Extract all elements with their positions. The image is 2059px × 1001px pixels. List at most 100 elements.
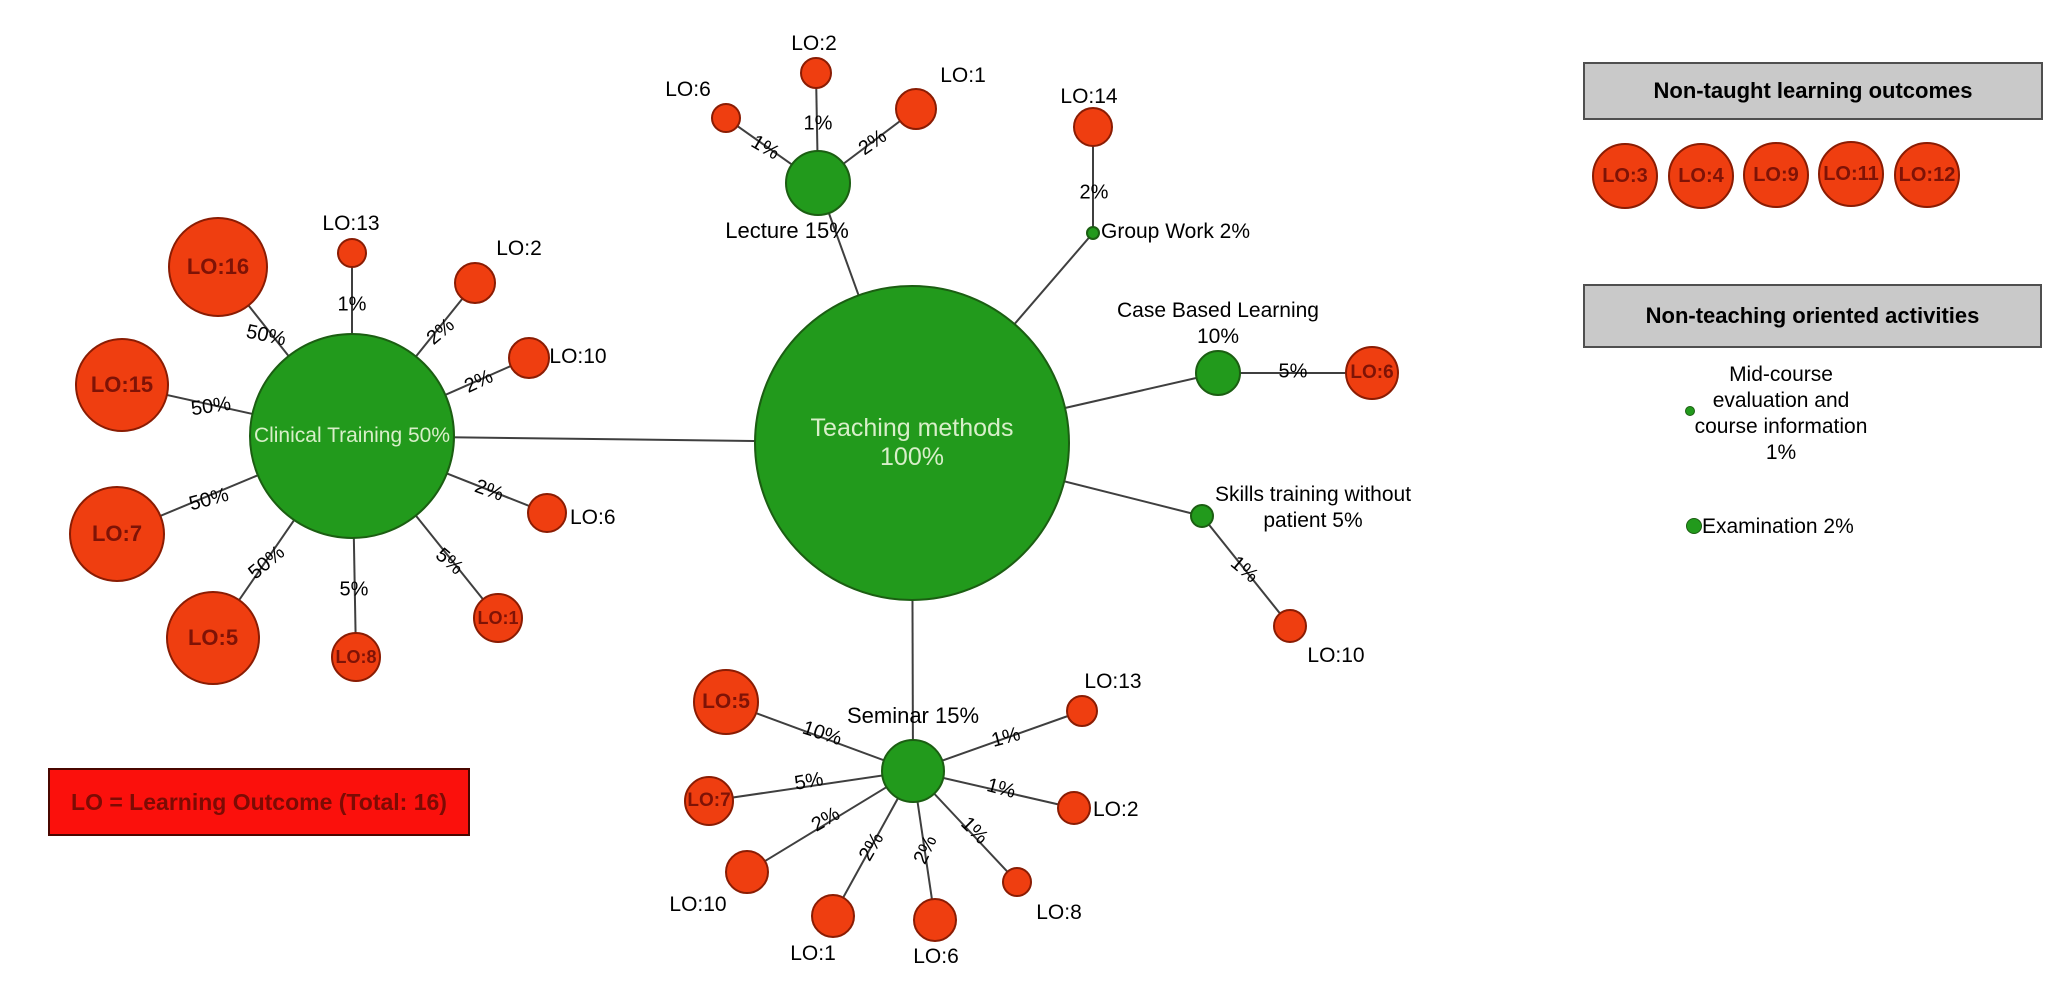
node-teaching: Teaching methods 100% — [754, 285, 1070, 601]
node-c-lo6 — [527, 493, 567, 533]
node-label-line: LO:5 — [187, 625, 239, 651]
node-label-line: LO:10 — [669, 893, 727, 916]
node-label-l-lo2: LO:2 — [791, 31, 837, 57]
node-label-c-lo15: LO:15 — [91, 372, 153, 397]
node-c-lo15: LO:15 — [75, 338, 169, 432]
node-groupwork — [1086, 226, 1100, 240]
node-label-line: LO:10 — [1307, 644, 1365, 667]
node-label-line: LO:14 — [1060, 85, 1118, 108]
legend-box: LO = Learning Outcome (Total: 16) — [48, 768, 470, 836]
node-label-line: LO:13 — [322, 212, 380, 235]
activity-dot-icon — [1685, 406, 1695, 416]
non-taught-circle-label: LO:9 — [1753, 163, 1799, 186]
node-se-lo13 — [1066, 695, 1098, 727]
edge-label-seminar-se-lo7: 5% — [792, 768, 826, 795]
non-taught-circle-lo12: LO:12 — [1894, 142, 1960, 208]
edge-seminar-se-lo7 — [708, 770, 914, 802]
node-skills — [1190, 504, 1214, 528]
node-label-c-lo1: LO:1 — [477, 608, 518, 629]
node-label-line: LO:6 — [913, 945, 959, 968]
node-l-lo1 — [895, 88, 937, 130]
node-casebased — [1195, 350, 1241, 396]
node-label-line: LO:5 — [702, 689, 750, 713]
node-label-line: LO:16 — [186, 254, 250, 280]
node-label-c-lo16: LO:16 — [187, 254, 249, 279]
node-label-cb-lo6: LO:6 — [1350, 362, 1393, 384]
node-label-line: LO:1 — [940, 64, 986, 87]
node-l-lo6 — [711, 103, 741, 133]
node-label-c-lo6: LO:6 — [570, 505, 616, 531]
node-c-lo2 — [454, 262, 496, 304]
node-label-line: LO:7 — [91, 521, 143, 547]
node-label-lecture: Lecture 15% — [725, 218, 849, 244]
node-label-c-lo13: LO:13 — [322, 211, 379, 237]
node-label-seminar: Seminar 15% — [847, 703, 979, 729]
node-cb-lo6: LO:6 — [1345, 346, 1399, 400]
node-label-l-lo1: LO:1 — [940, 63, 986, 89]
non-taught-circle-lo9: LO:9 — [1743, 142, 1809, 208]
node-label-line: Skills training without — [1214, 483, 1412, 506]
activity-dot-icon — [1686, 518, 1702, 534]
edge-label-groupwork-g-lo14: 2% — [1079, 181, 1109, 204]
node-label-groupwork: Group Work 2% — [1101, 219, 1250, 245]
node-label-se-lo6: LO:6 — [913, 944, 959, 970]
edge-skills-s-lo10 — [1201, 515, 1291, 627]
node-label-s-lo10: LO:10 — [1307, 643, 1364, 669]
non-taught-panel-header: Non-taught learning outcomes — [1583, 62, 2043, 120]
node-label-l-lo6: LO:6 — [665, 77, 711, 103]
non-taught-circle-lo11: LO:11 — [1818, 141, 1884, 207]
node-c-lo16: LO:16 — [168, 217, 268, 317]
node-c-lo13 — [337, 238, 367, 268]
node-label-line: 100% — [880, 443, 944, 471]
activity-item-text: Mid-course evaluation and course informati… — [1695, 362, 1868, 466]
node-label-line: 10% — [1196, 325, 1240, 348]
activity-item-line: course information — [1694, 415, 1868, 438]
edge-label-casebased-cb-lo6: 5% — [1278, 360, 1308, 383]
node-label-se-lo10: LO:10 — [669, 892, 726, 918]
node-label-line: LO:6 — [665, 78, 711, 101]
node-label-line: LO:13 — [1084, 670, 1142, 693]
node-label-c-lo7: LO:7 — [92, 521, 142, 546]
node-label-line: Seminar 15% — [846, 703, 980, 728]
node-label-line: LO:10 — [549, 345, 607, 368]
edge-label-clinical-c-lo13: 1% — [337, 293, 367, 316]
non-taught-circle-lo3: LO:3 — [1592, 143, 1658, 209]
node-label-c-lo10: LO:10 — [549, 344, 606, 370]
node-label-c-lo8: LO:8 — [335, 647, 376, 668]
node-label-line: patient 5% — [1263, 509, 1363, 532]
activity-item-line: 1% — [1765, 441, 1797, 464]
non-taught-circle-label: LO:12 — [1898, 163, 1956, 186]
activity-item-text: Examination 2% — [1702, 514, 1854, 540]
node-clinical: Clinical Training 50% — [249, 333, 455, 539]
non-teaching-panel-header: Non-teaching oriented activities — [1583, 284, 2042, 348]
node-se-lo10 — [725, 850, 769, 894]
node-c-lo10 — [508, 337, 550, 379]
node-label-line: LO:8 — [335, 646, 377, 667]
node-label-c-lo2: LO:2 — [496, 236, 542, 262]
activity-item-line: evaluation and — [1712, 389, 1850, 412]
node-label-line: LO:7 — [687, 790, 731, 812]
non-taught-circle-label: LO:4 — [1678, 164, 1724, 187]
node-c-lo7: LO:7 — [69, 486, 165, 582]
node-label-line: Teaching methods — [810, 414, 1014, 443]
node-se-lo1 — [811, 894, 855, 938]
node-label-c-lo5: LO:5 — [188, 625, 238, 650]
activity-item-line: Examination 2% — [1702, 515, 1854, 538]
node-label-se-lo2: LO:2 — [1093, 797, 1139, 823]
legend-text: LO = Learning Outcome (Total: 16) — [71, 788, 447, 815]
edge-label-lecture-l-lo2: 1% — [803, 112, 833, 135]
node-label-se-lo8: LO:8 — [1036, 900, 1082, 926]
node-c-lo1: LO:1 — [473, 593, 523, 643]
node-label-g-lo14: LO:14 — [1060, 84, 1117, 110]
node-se-lo2 — [1057, 791, 1091, 825]
activity-item-line: Mid-course — [1729, 363, 1833, 386]
node-seminar — [881, 739, 945, 803]
node-label-line: Group Work 2% — [1101, 220, 1250, 243]
node-se-lo6 — [913, 898, 957, 942]
non-teaching-panel-title: Non-teaching oriented activities — [1645, 303, 1980, 328]
node-label-teaching: Teaching methods 100% — [811, 414, 1014, 472]
node-label-line: Case Based Learning — [1117, 299, 1319, 322]
node-label-line: LO:1 — [477, 607, 519, 628]
node-se-lo8 — [1002, 867, 1032, 897]
